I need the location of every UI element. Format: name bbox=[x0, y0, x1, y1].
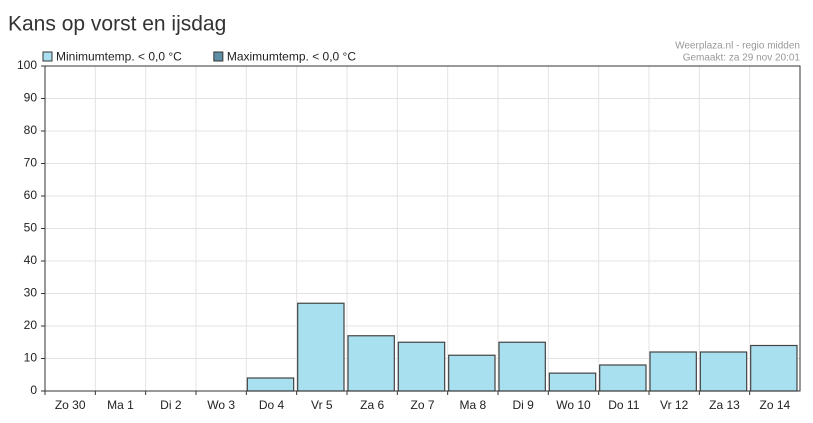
legend-label: Maximumtemp. < 0,0 °C bbox=[227, 50, 357, 64]
attribution: Gemaakt: za 29 nov 20:01 bbox=[683, 53, 801, 64]
y-tick-label: 20 bbox=[24, 318, 38, 332]
y-tick-label: 100 bbox=[17, 58, 37, 72]
bar bbox=[397, 341, 446, 392]
y-tick-label: 80 bbox=[24, 123, 38, 137]
x-tick-label: Vr 5 bbox=[311, 398, 333, 412]
legend-swatch bbox=[213, 51, 224, 62]
bar bbox=[750, 344, 798, 392]
x-tick-label: Zo 14 bbox=[759, 398, 790, 412]
x-tick-label: Zo 7 bbox=[410, 398, 434, 412]
x-tick-label: Di 9 bbox=[512, 398, 534, 412]
bar bbox=[649, 351, 697, 392]
legend-label: Minimumtemp. < 0,0 °C bbox=[56, 50, 182, 64]
y-tick-label: 40 bbox=[24, 253, 38, 267]
bar bbox=[246, 377, 295, 392]
bar bbox=[498, 341, 546, 392]
x-tick-label: Ma 8 bbox=[459, 398, 486, 412]
y-tick-label: 70 bbox=[24, 156, 38, 170]
y-tick-label: 30 bbox=[24, 286, 38, 300]
bar bbox=[347, 335, 395, 392]
bar bbox=[699, 351, 748, 392]
x-tick-label: Wo 3 bbox=[207, 398, 235, 412]
y-tick-label: 0 bbox=[30, 383, 37, 397]
x-tick-label: Vr 12 bbox=[660, 398, 689, 412]
legend-swatch bbox=[42, 51, 53, 62]
bar bbox=[599, 364, 647, 392]
y-tick-label: 50 bbox=[24, 221, 38, 235]
x-tick-label: Do 11 bbox=[608, 398, 639, 412]
y-tick-label: 90 bbox=[24, 91, 38, 105]
bar bbox=[297, 302, 345, 392]
bar bbox=[448, 354, 496, 392]
y-tick-label: 60 bbox=[24, 188, 38, 202]
x-tick-label: Za 6 bbox=[360, 398, 384, 412]
x-tick-label: Ma 1 bbox=[107, 398, 134, 412]
plot-frame bbox=[44, 65, 801, 392]
x-tick-label: Zo 30 bbox=[55, 398, 86, 412]
bar bbox=[548, 372, 597, 392]
chart-title: Kans op vorst en ijsdag bbox=[8, 13, 226, 36]
x-tick-label: Di 2 bbox=[160, 398, 182, 412]
x-tick-label: Za 13 bbox=[709, 398, 740, 412]
x-tick-label: Wo 10 bbox=[556, 398, 591, 412]
y-tick-label: 10 bbox=[24, 351, 38, 365]
attribution: Weerplaza.nl - regio midden bbox=[675, 41, 800, 52]
x-tick-label: Do 4 bbox=[259, 398, 285, 412]
